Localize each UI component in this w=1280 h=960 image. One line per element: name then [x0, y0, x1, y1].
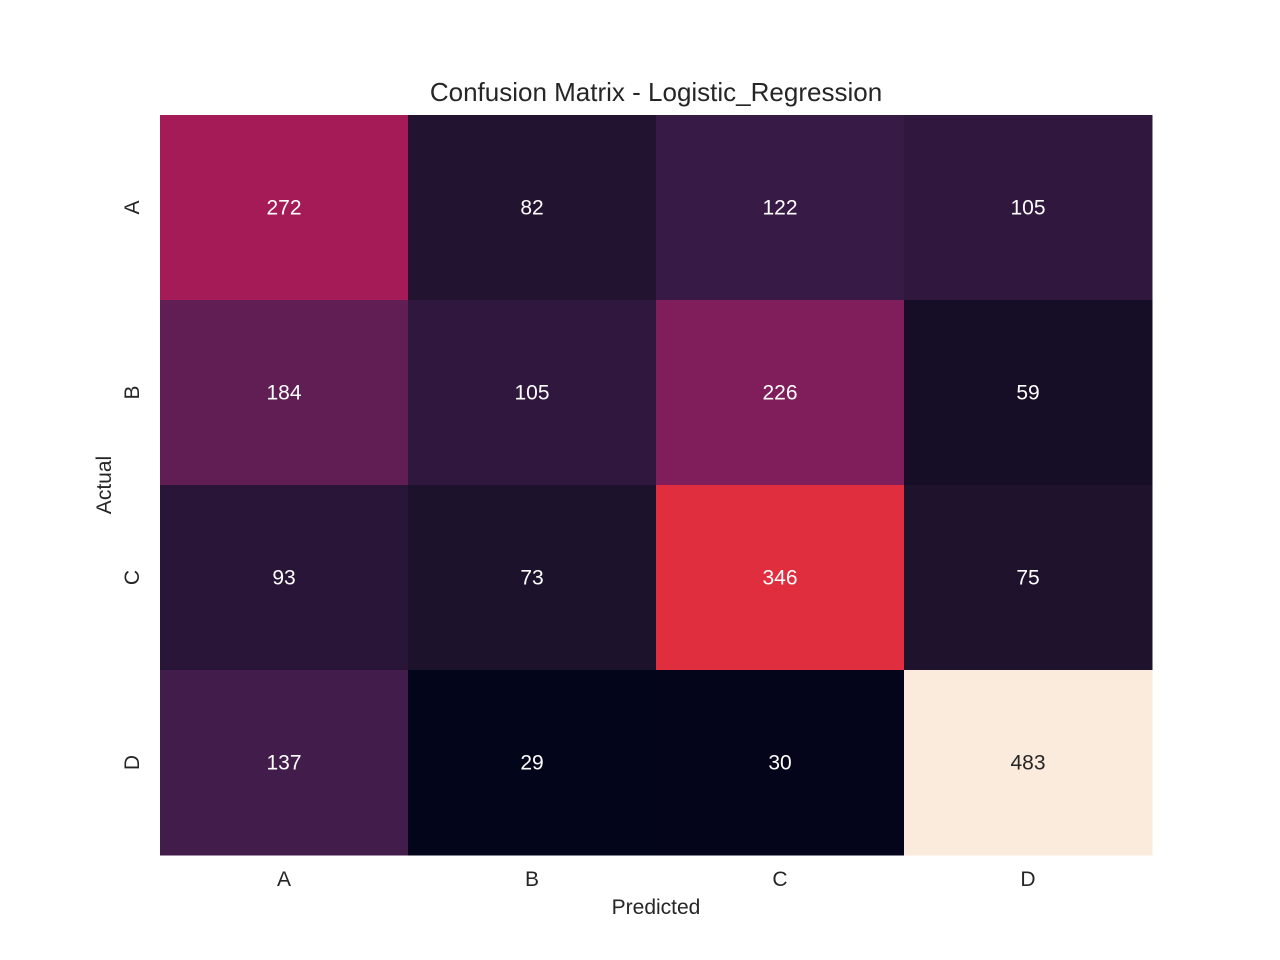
x-tick-label-c: C: [772, 868, 787, 891]
x-tick-label-d: D: [1020, 868, 1035, 891]
chart-title: Confusion Matrix - Logistic_Regression: [430, 77, 882, 107]
x-tick-label-b: B: [525, 868, 539, 891]
heatmap-cell-c-d: [904, 485, 1153, 671]
heatmap-cell-c-b: [408, 485, 657, 671]
cell-value-b-c: 226: [762, 382, 797, 405]
heatmap-cell-a-a: [160, 115, 409, 301]
cell-value-d-b: 29: [520, 752, 543, 775]
heatmap-cell-c-a: [160, 485, 409, 671]
y-tick-label-b: B: [121, 385, 144, 399]
x-axis-label: Predicted: [612, 896, 701, 919]
heatmap-cell-a-d: [904, 115, 1153, 301]
cell-value-b-a: 184: [266, 382, 301, 405]
x-tick-label-a: A: [277, 868, 291, 891]
y-tick-label-a: A: [121, 200, 144, 214]
heatmap-cell-d-b: [408, 670, 657, 856]
cell-value-b-d: 59: [1016, 382, 1039, 405]
cell-value-b-b: 105: [514, 382, 549, 405]
cell-value-a-d: 105: [1010, 197, 1045, 220]
cell-value-c-a: 93: [272, 567, 295, 590]
cell-value-c-d: 75: [1016, 567, 1039, 590]
x-axis-ticks: A B C D: [277, 868, 1036, 891]
cell-value-labels: 272 82 122 105 184 105 226 59 93 73 346 75 137 29 30 48…: [266, 197, 1045, 775]
heatmap-cell-d-c: [656, 670, 905, 856]
cell-value-a-a: 272: [266, 197, 301, 220]
heatmap-cell-b-b: [408, 300, 657, 486]
cell-value-a-b: 82: [520, 197, 543, 220]
heatmap-cell-a-c: [656, 115, 905, 301]
y-axis-label: Actual: [93, 456, 116, 514]
heatmap-cells: [160, 115, 1153, 856]
y-tick-label-c: C: [121, 570, 144, 585]
heatmap-cell-d-a: [160, 670, 409, 856]
heatmap-cell-c-c: [656, 485, 905, 671]
heatmap-cell-b-a: [160, 300, 409, 486]
heatmap-cell-d-d: [904, 670, 1153, 856]
heatmap-cell-b-c: [656, 300, 905, 486]
y-axis-ticks: A B C D: [121, 200, 144, 770]
cell-value-d-a: 137: [266, 752, 301, 775]
cell-value-c-b: 73: [520, 567, 543, 590]
cell-value-a-c: 122: [762, 197, 797, 220]
heatmap-cell-b-d: [904, 300, 1153, 486]
y-tick-label-d: D: [121, 755, 144, 770]
heatmap-cell-a-b: [408, 115, 657, 301]
cell-value-d-c: 30: [768, 752, 791, 775]
cell-value-c-c: 346: [762, 567, 797, 590]
cell-value-d-d: 483: [1010, 752, 1045, 775]
